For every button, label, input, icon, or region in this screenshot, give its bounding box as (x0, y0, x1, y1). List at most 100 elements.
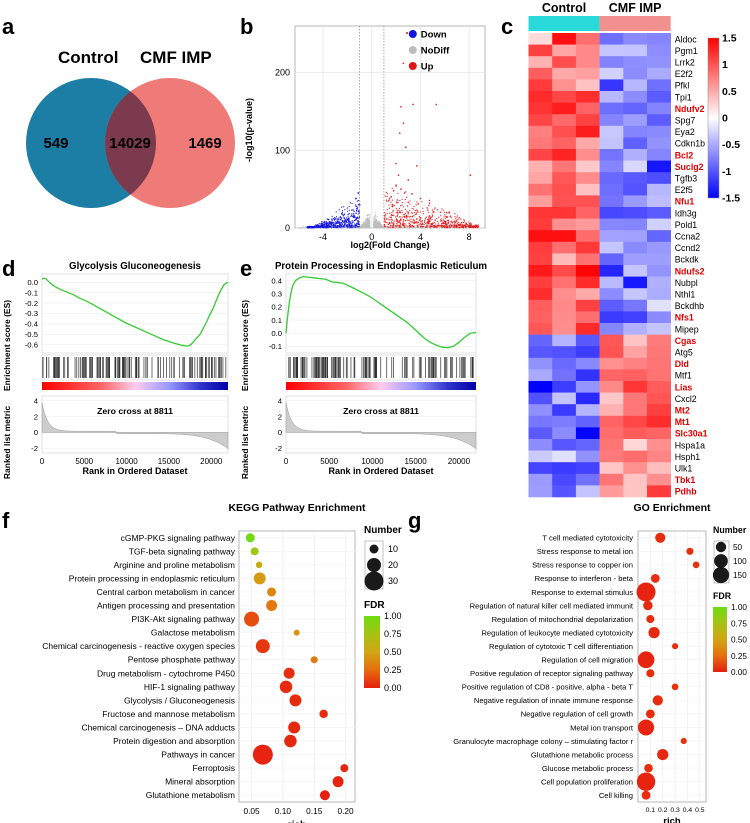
svg-text:log2(Fold Change): log2(Fold Change) (351, 240, 430, 250)
svg-text:0.0: 0.0 (27, 278, 38, 287)
svg-text:Slc30a1: Slc30a1 (675, 429, 708, 439)
svg-text:Ccna2: Ccna2 (675, 232, 701, 242)
svg-text:Ndufs2: Ndufs2 (675, 266, 705, 276)
svg-text:Tpi1: Tpi1 (675, 92, 692, 102)
svg-text:Hspa1a: Hspa1a (675, 440, 705, 450)
svg-text:2: 2 (278, 412, 282, 421)
svg-text:Nthl1: Nthl1 (675, 290, 696, 300)
svg-text:Pold1: Pold1 (675, 220, 698, 230)
svg-text:Spg7: Spg7 (675, 116, 696, 126)
svg-text:0.1: 0.1 (271, 316, 282, 325)
svg-text:15000: 15000 (158, 457, 181, 466)
svg-text:Glycolysis Gluconeogenesis: Glycolysis Gluconeogenesis (69, 261, 201, 272)
svg-text:-0.4: -0.4 (25, 320, 39, 329)
svg-text:-4: -4 (319, 232, 327, 242)
svg-text:0: 0 (722, 113, 728, 125)
svg-text:20000: 20000 (200, 457, 223, 466)
svg-text:Pgm1: Pgm1 (675, 46, 698, 56)
svg-text:200: 200 (275, 68, 290, 78)
svg-text:0.5: 0.5 (722, 86, 737, 98)
svg-text:Ranked list metric: Ranked list metric (2, 406, 12, 479)
svg-text:Lias: Lias (675, 382, 693, 392)
svg-text:Up: Up (421, 62, 434, 73)
svg-text:0.2: 0.2 (271, 303, 282, 312)
svg-text:Suclg2: Suclg2 (675, 162, 704, 172)
svg-text:Ndufv2: Ndufv2 (675, 104, 705, 114)
svg-text:Mt2: Mt2 (675, 406, 690, 416)
svg-text:Atg5: Atg5 (675, 348, 693, 358)
svg-text:Tgfb3: Tgfb3 (675, 174, 698, 184)
svg-text:5000: 5000 (320, 457, 338, 466)
svg-text:Tbk1: Tbk1 (675, 475, 696, 485)
svg-text:-2: -2 (31, 444, 38, 453)
svg-text:Mipep: Mipep (675, 324, 699, 334)
svg-text:1469: 1469 (188, 135, 221, 152)
svg-text:100: 100 (275, 145, 290, 155)
svg-text:-0.2: -0.2 (25, 299, 38, 308)
svg-text:-0.3: -0.3 (25, 309, 38, 318)
svg-text:0: 0 (40, 457, 45, 466)
svg-text:0.4: 0.4 (271, 276, 282, 285)
svg-text:Idh3g: Idh3g (675, 208, 697, 218)
svg-text:Enrichment score (ES): Enrichment score (ES) (240, 300, 250, 391)
svg-text:1.5: 1.5 (722, 33, 737, 45)
svg-text:Ccnd2: Ccnd2 (675, 243, 701, 253)
svg-text:Dld: Dld (675, 359, 689, 369)
svg-text:8: 8 (467, 232, 472, 242)
svg-text:0.3: 0.3 (271, 289, 282, 298)
svg-text:Pfkl: Pfkl (675, 81, 690, 91)
svg-text:E2f5: E2f5 (675, 185, 693, 195)
svg-text:0: 0 (285, 223, 290, 233)
svg-text:-log10(p-value): -log10(p-value) (244, 98, 254, 162)
svg-text:Mtf1: Mtf1 (675, 371, 692, 381)
svg-text:5000: 5000 (75, 457, 93, 466)
svg-text:Enrichment score (ES): Enrichment score (ES) (2, 300, 12, 391)
svg-text:Eya2: Eya2 (675, 127, 695, 137)
svg-text:Nfs1: Nfs1 (675, 313, 694, 323)
svg-text:Lrrk2: Lrrk2 (675, 58, 695, 68)
svg-text:Protein Processing in Endoplas: Protein Processing in Endoplasmic Reticu… (275, 261, 487, 272)
svg-text:-0.1: -0.1 (25, 288, 38, 297)
svg-text:Nubpl: Nubpl (675, 278, 698, 288)
svg-text:4: 4 (278, 396, 283, 405)
svg-text:Bckdhb: Bckdhb (675, 301, 704, 311)
svg-text:CMF IMP: CMF IMP (609, 1, 662, 15)
svg-text:Hsph1: Hsph1 (675, 452, 701, 462)
svg-text:-0.5: -0.5 (722, 139, 740, 151)
svg-text:10000: 10000 (116, 457, 139, 466)
svg-text:Control: Control (542, 1, 586, 15)
svg-text:549: 549 (43, 135, 68, 152)
svg-text:Cgas: Cgas (675, 336, 697, 346)
svg-text:14029: 14029 (109, 135, 151, 152)
svg-text:Cdkn1b: Cdkn1b (675, 139, 705, 149)
svg-text:-1.5: -1.5 (722, 193, 740, 205)
svg-text:Ulk1: Ulk1 (675, 464, 693, 474)
svg-text:Ranked list metric: Ranked list metric (240, 406, 250, 479)
svg-text:10000: 10000 (361, 457, 384, 466)
svg-text:15000: 15000 (404, 457, 427, 466)
svg-text:2: 2 (34, 412, 38, 421)
svg-text:Nfu1: Nfu1 (675, 197, 695, 207)
svg-text:Rank in Ordered Dataset: Rank in Ordered Dataset (82, 466, 187, 476)
svg-text:0: 0 (278, 428, 282, 437)
svg-text:-0.1: -0.1 (269, 342, 282, 351)
svg-text:-0.6: -0.6 (25, 340, 38, 349)
svg-text:Down: Down (421, 30, 447, 41)
svg-text:20000: 20000 (448, 457, 471, 466)
svg-text:Bcl2: Bcl2 (675, 150, 694, 160)
svg-text:Zero cross at 8811: Zero cross at 8811 (343, 406, 419, 416)
svg-text:-2: -2 (275, 444, 282, 453)
svg-text:-1: -1 (722, 166, 731, 178)
svg-text:Cxcl2: Cxcl2 (675, 394, 697, 404)
svg-text:0.0: 0.0 (271, 329, 282, 338)
svg-text:E2f2: E2f2 (675, 69, 693, 79)
svg-text:Mt1: Mt1 (675, 417, 690, 427)
svg-text:1: 1 (722, 59, 728, 71)
svg-text:Rank in Ordered Dataset: Rank in Ordered Dataset (328, 466, 433, 476)
svg-text:Aldoc: Aldoc (675, 34, 698, 44)
svg-text:0: 0 (34, 428, 38, 437)
svg-text:NoDiff: NoDiff (421, 46, 450, 57)
svg-text:4: 4 (34, 396, 39, 405)
svg-text:0: 0 (284, 457, 289, 466)
svg-text:-0.5: -0.5 (25, 330, 38, 339)
